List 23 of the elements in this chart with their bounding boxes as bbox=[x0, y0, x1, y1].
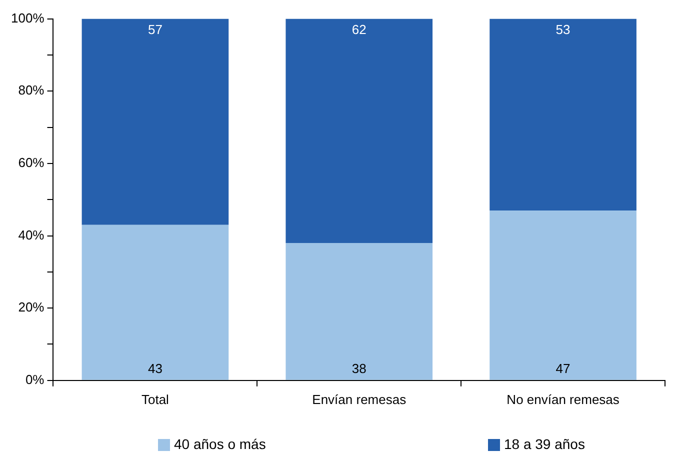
y-tick-label: 100% bbox=[11, 10, 45, 26]
legend-label: 18 a 39 años bbox=[504, 436, 585, 452]
data-label: 62 bbox=[352, 22, 366, 37]
y-tick-label: 60% bbox=[18, 155, 45, 170]
bar bbox=[82, 224, 229, 380]
data-label: 57 bbox=[148, 22, 162, 37]
bar bbox=[82, 18, 229, 225]
bar bbox=[490, 210, 636, 380]
y-tick-label: 0% bbox=[25, 372, 45, 387]
data-label: 53 bbox=[556, 22, 570, 37]
x-tick-label: Envían remesas bbox=[312, 392, 407, 407]
y-tick-label: 20% bbox=[18, 300, 45, 315]
y-tick-label: 40% bbox=[18, 227, 45, 242]
data-label: 47 bbox=[556, 360, 570, 376]
bar bbox=[286, 18, 433, 243]
y-tick-label: 80% bbox=[18, 82, 45, 98]
bar bbox=[490, 18, 636, 210]
data-label: 38 bbox=[352, 360, 366, 376]
data-label: 43 bbox=[148, 360, 162, 376]
legend-label: 40 años o más bbox=[174, 436, 266, 452]
bar bbox=[286, 242, 433, 380]
x-tick-label: Total bbox=[141, 392, 170, 407]
x-tick-label: No envían remesas bbox=[506, 392, 620, 407]
